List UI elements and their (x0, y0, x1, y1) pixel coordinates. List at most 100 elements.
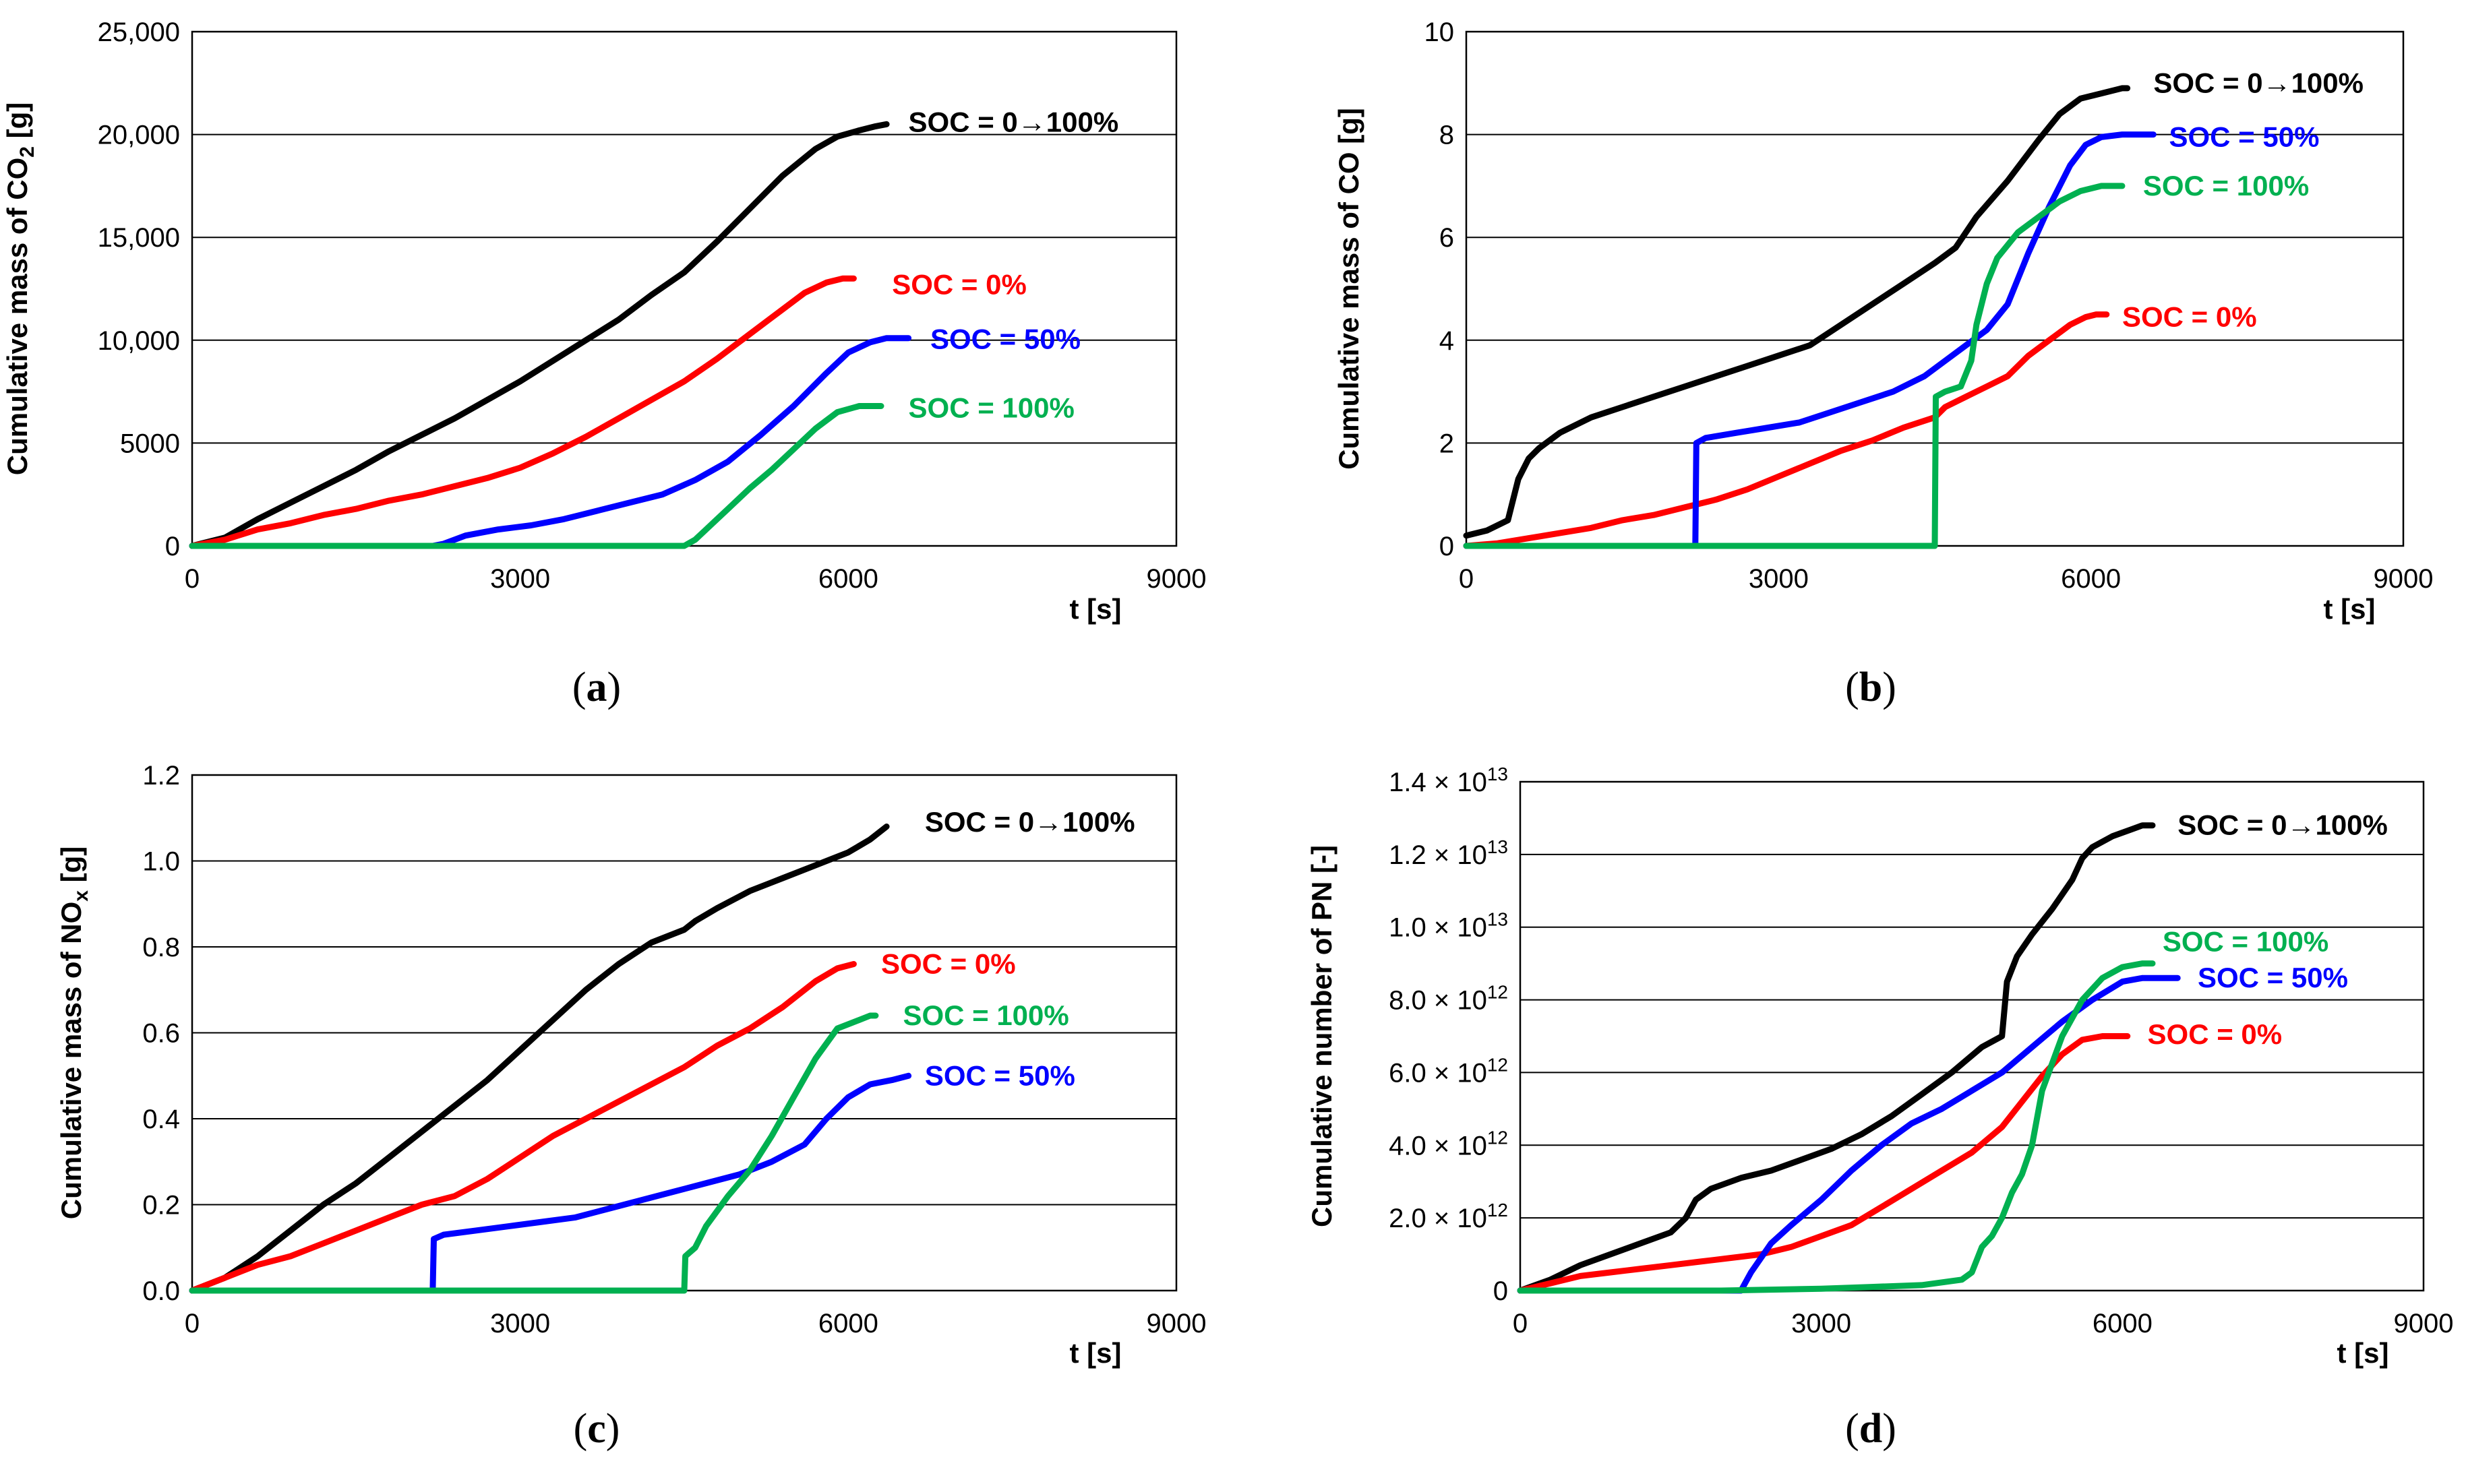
y-tick-mantissa: 0 (1493, 1276, 1508, 1306)
x-tick-label-c-0: 0 (185, 1309, 200, 1338)
chart-panel-c: 0.0 0.2 0.4 0.6 0.8 1.0 1.2 0 3000 6000 9000 t [s] C… (55, 761, 1206, 1452)
x-axis-label-d: t [s] (2337, 1337, 2389, 1369)
series-label-a-0: SOC = 0→100% (909, 106, 1119, 137)
x-tick-label-d-2: 6000 (2093, 1309, 2153, 1338)
y-tick-label-a-0: 0 (165, 532, 180, 561)
y-tick-mantissa: 6.0 × 10 (1389, 1058, 1487, 1088)
y-tick-label-c-1: 0.2 (142, 1191, 180, 1220)
series-label-a-2: SOC = 50% (930, 323, 1081, 354)
y-tick-label-c-4: 0.8 (142, 933, 180, 962)
x-tick-label-a-0: 0 (185, 564, 200, 594)
x-axis-label-c: t [s] (1070, 1337, 1122, 1369)
panel-caption-b: (b) (1845, 664, 1896, 710)
y-tick-label-d-3: 6.0 × 1012 (1389, 1054, 1508, 1088)
y-tick-label-d-1: 2.0 × 1012 (1389, 1200, 1508, 1233)
y-axis-label-b: Cumulative mass of CO [g] (1333, 108, 1364, 470)
y-tick-exponent: 12 (1487, 982, 1508, 1003)
y-tick-label-d-6: 1.2 × 1013 (1389, 836, 1508, 870)
y-tick-label-d-4: 8.0 × 1012 (1389, 982, 1508, 1016)
series-label-a-1: SOC = 0% (892, 268, 1027, 300)
series-label-c-2: SOC = 50% (925, 1059, 1075, 1091)
y-tick-label-a-5: 25,000 (98, 18, 180, 47)
series-label-a-3: SOC = 100% (909, 392, 1075, 424)
y-tick-exponent: 12 (1487, 1054, 1508, 1075)
x-tick-label-c-1: 3000 (490, 1309, 550, 1338)
y-tick-label-d-2: 4.0 × 1012 (1389, 1127, 1508, 1161)
y-tick-label-a-4: 20,000 (98, 121, 180, 150)
series-line-c-3 (189, 1012, 879, 1294)
series-line-b-3 (1463, 183, 2126, 549)
series-line-a-1 (189, 275, 857, 549)
y-tick-label-d-7: 1.4 × 1013 (1389, 764, 1508, 797)
panel-caption-d: (d) (1845, 1406, 1896, 1452)
y-tick-exponent: 13 (1487, 909, 1508, 930)
x-tick-label-d-0: 0 (1513, 1309, 1528, 1338)
x-tick-label-b-1: 3000 (1749, 564, 1809, 594)
series-label-d-1: SOC = 0% (2148, 1018, 2283, 1050)
series-line-a-2 (189, 335, 912, 549)
y-tick-label-c-0: 0.0 (142, 1276, 180, 1306)
x-axis-label-a: t [s] (1070, 593, 1122, 625)
y-tick-mantissa: 2.0 × 10 (1389, 1204, 1487, 1233)
y-tick-label-a-2: 10,000 (98, 326, 180, 356)
series-label-d-0: SOC = 0→100% (2177, 809, 2388, 841)
y-tick-label-a-1: 5000 (120, 429, 180, 458)
y-tick-mantissa: 1.2 × 10 (1389, 840, 1487, 870)
plot-frame-d (1519, 780, 2425, 1292)
x-tick-label-d-3: 9000 (2394, 1309, 2454, 1338)
y-tick-label-d-0: 0 (1493, 1276, 1508, 1306)
series-line-d-3 (1517, 960, 2156, 1294)
series-line-b-1 (1463, 311, 2110, 549)
y-tick-label-c-3: 0.6 (142, 1019, 180, 1049)
panel-caption-c: (c) (574, 1406, 620, 1452)
series-line-d-2 (1517, 975, 2181, 1294)
series-label-b-1: SOC = 0% (2122, 301, 2257, 332)
series-label-b-0: SOC = 0→100% (2153, 67, 2364, 98)
y-tick-mantissa: 1.0 × 10 (1389, 913, 1487, 943)
series-line-c-0 (189, 824, 890, 1294)
y-tick-label-c-2: 0.4 (142, 1105, 180, 1134)
y-axis-label-a: Cumulative mass of CO2 [g] (1, 102, 38, 475)
x-tick-label-c-3: 9000 (1147, 1309, 1207, 1338)
series-line-b-0 (1463, 85, 2131, 539)
series-label-b-3: SOC = 100% (2143, 170, 2309, 202)
y-tick-label-c-6: 1.2 (142, 761, 180, 791)
y-tick-mantissa: 4.0 × 10 (1389, 1131, 1487, 1161)
series-line-a-3 (189, 403, 884, 549)
y-tick-label-b-2: 4 (1439, 326, 1454, 356)
x-tick-label-a-3: 9000 (1147, 564, 1207, 594)
y-tick-label-d-5: 1.0 × 1013 (1389, 909, 1508, 943)
series-label-d-3: SOC = 100% (2163, 925, 2328, 957)
series-label-c-0: SOC = 0→100% (925, 806, 1135, 838)
y-tick-label-b-5: 10 (1424, 18, 1455, 47)
series-line-b-2 (1463, 131, 2157, 549)
panel-caption-a: (a) (572, 664, 621, 710)
y-tick-label-b-0: 0 (1439, 532, 1454, 561)
chart-panel-a: 0 5000 10,000 15,000 20,000 25,000 0 3000 6000 90… (1, 18, 1206, 710)
series-line-d-0 (1517, 822, 2156, 1294)
y-tick-label-a-3: 15,000 (98, 223, 180, 253)
x-tick-label-a-2: 6000 (818, 564, 878, 594)
x-tick-label-b-3: 9000 (2374, 564, 2434, 594)
y-tick-mantissa: 1.4 × 10 (1389, 768, 1487, 797)
series-line-c-1 (189, 961, 857, 1294)
y-tick-label-b-4: 8 (1439, 121, 1454, 150)
y-axis-label-d: Cumulative number of PN [-] (1306, 845, 1337, 1227)
series-line-d-1 (1517, 1033, 2131, 1294)
y-tick-exponent: 12 (1487, 1200, 1508, 1220)
y-tick-exponent: 13 (1487, 764, 1508, 784)
x-tick-label-a-1: 3000 (490, 564, 550, 594)
y-tick-exponent: 12 (1487, 1127, 1508, 1148)
y-tick-label-b-3: 6 (1439, 223, 1454, 253)
x-tick-label-c-2: 6000 (818, 1309, 878, 1338)
series-line-a-0 (189, 121, 890, 549)
y-tick-label-b-1: 2 (1439, 429, 1454, 458)
y-axis-label-c: Cumulative mass of NOx [g] (55, 846, 92, 1219)
x-tick-label-b-2: 6000 (2061, 564, 2121, 594)
x-tick-label-b-0: 0 (1459, 564, 1474, 594)
x-tick-label-d-1: 3000 (1791, 1309, 1851, 1338)
y-tick-exponent: 13 (1487, 836, 1508, 857)
series-label-c-3: SOC = 100% (903, 999, 1069, 1031)
